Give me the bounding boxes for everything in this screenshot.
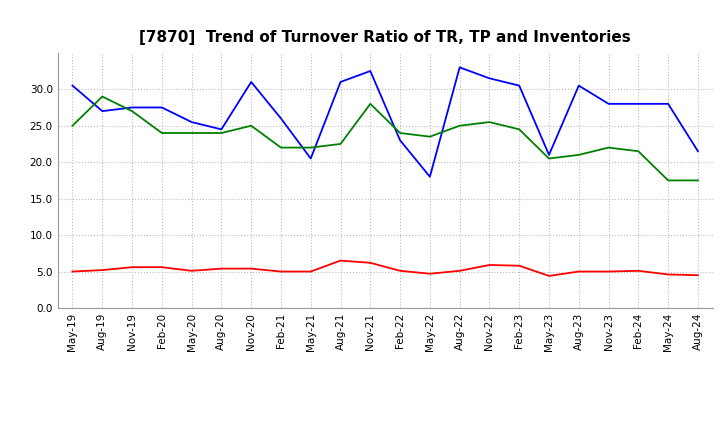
Trade Receivables [693,272,702,278]
Trade Receivables [485,262,494,268]
Trade Payables [634,101,643,106]
Trade Payables [247,79,256,84]
Trade Payables [336,79,345,84]
Line: Trade Payables: Trade Payables [73,67,698,177]
Trade Payables [426,174,434,180]
Trade Receivables [307,269,315,274]
Line: Trade Receivables: Trade Receivables [73,260,698,276]
Trade Payables [98,109,107,114]
Inventories [485,119,494,125]
Line: Inventories: Inventories [73,96,698,180]
Inventories [545,156,554,161]
Inventories [426,134,434,139]
Inventories [68,123,77,128]
Trade Receivables [127,264,136,270]
Trade Payables [396,138,405,143]
Trade Receivables [515,263,523,268]
Trade Receivables [187,268,196,273]
Trade Payables [127,105,136,110]
Trade Payables [604,101,613,106]
Inventories [634,149,643,154]
Trade Receivables [276,269,285,274]
Trade Receivables [396,268,405,273]
Trade Payables [187,119,196,125]
Inventories [307,145,315,150]
Inventories [604,145,613,150]
Trade Receivables [634,268,643,273]
Inventories [336,141,345,147]
Trade Payables [575,83,583,88]
Trade Receivables [545,273,554,279]
Inventories [276,145,285,150]
Inventories [693,178,702,183]
Inventories [664,178,672,183]
Trade Payables [545,152,554,158]
Trade Receivables [366,260,374,265]
Trade Payables [217,127,226,132]
Trade Payables [485,76,494,81]
Inventories [98,94,107,99]
Trade Payables [366,68,374,73]
Inventories [127,109,136,114]
Inventories [455,123,464,128]
Trade Payables [693,149,702,154]
Trade Receivables [426,271,434,276]
Title: [7870]  Trend of Turnover Ratio of TR, TP and Inventories: [7870] Trend of Turnover Ratio of TR, TP… [140,29,631,45]
Trade Receivables [68,269,77,274]
Trade Receivables [604,269,613,274]
Inventories [396,130,405,136]
Trade Payables [664,101,672,106]
Inventories [187,130,196,136]
Trade Payables [515,83,523,88]
Trade Payables [307,156,315,161]
Trade Receivables [247,266,256,271]
Trade Receivables [575,269,583,274]
Trade Payables [158,105,166,110]
Inventories [575,152,583,158]
Inventories [247,123,256,128]
Trade Receivables [98,268,107,273]
Trade Receivables [336,258,345,263]
Trade Receivables [158,264,166,270]
Trade Payables [68,83,77,88]
Inventories [158,130,166,136]
Trade Payables [455,65,464,70]
Trade Receivables [455,268,464,273]
Trade Payables [276,116,285,121]
Trade Receivables [664,272,672,277]
Inventories [217,130,226,136]
Trade Receivables [217,266,226,271]
Inventories [366,101,374,106]
Inventories [515,127,523,132]
